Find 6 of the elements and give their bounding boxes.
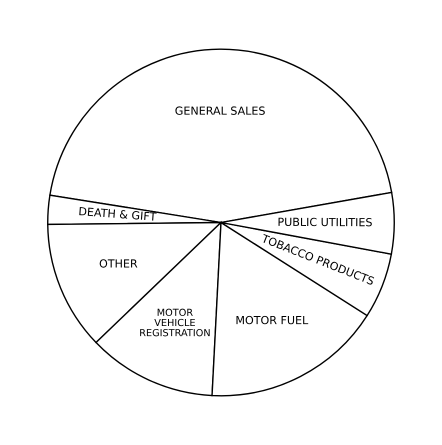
slice-label: PUBLIC UTILITIES: [278, 218, 372, 226]
slice-label: MOTOR VEHICLE REGISTRATION: [140, 308, 210, 336]
slice-label: GENERAL SALES: [175, 106, 265, 115]
slice-label: OTHER: [100, 259, 138, 268]
slice-label: DEATH & GIFT: [79, 206, 157, 221]
slice-label: MOTOR FUEL: [236, 316, 308, 324]
